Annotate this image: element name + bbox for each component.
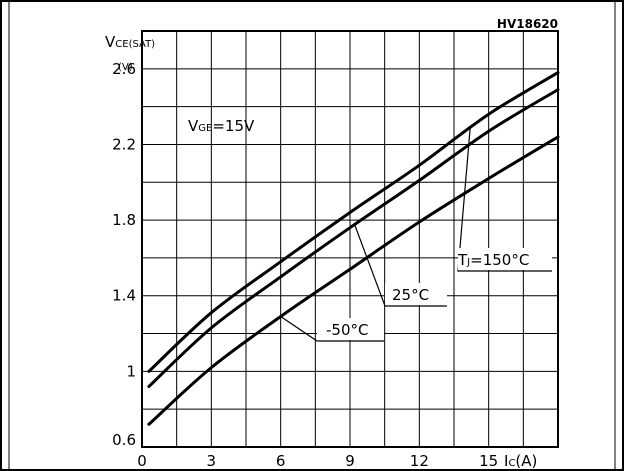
condition-main: V	[188, 117, 199, 135]
grid	[142, 31, 558, 447]
condition-annotation: VGE=15V	[188, 117, 255, 135]
y-tick-label: 1.8	[112, 211, 136, 229]
y-axis-label: VCE(SAT)	[105, 33, 155, 51]
series-labels: TJ=150°C 25°C -50°C	[317, 248, 552, 340]
series-line-0	[147, 71, 560, 373]
x-axis-unit: (A)	[515, 452, 537, 470]
y-axis-unit: (V)	[118, 62, 133, 73]
series-label-2: -50°C	[326, 321, 368, 339]
series-leader-2	[280, 316, 384, 342]
x-tick-label: 3	[207, 452, 217, 470]
x-axis-label-main: I	[504, 452, 508, 470]
series-label-main: 25°C	[392, 286, 429, 304]
y-tick-labels: 0.6 1 1.4 1.8 2.2 2.6	[112, 60, 136, 449]
series-leader-0	[457, 127, 552, 272]
series-label-plate-2	[317, 318, 384, 340]
plot-area-border	[141, 30, 559, 448]
series-label-main: T	[457, 251, 468, 269]
y-tick-label: 0.6	[112, 431, 136, 449]
y-axis-label-main: V	[105, 33, 116, 51]
x-tick-label: 6	[276, 452, 286, 470]
series-group	[147, 71, 560, 426]
y-tick-label: 1	[126, 362, 136, 380]
x-tick-label: 0	[137, 452, 147, 470]
x-axis-label: IC(A)	[504, 452, 537, 470]
y-tick-label: 2.6	[112, 60, 136, 78]
figure-code: HV18620	[497, 17, 558, 31]
series-label-1: 25°C	[392, 286, 429, 304]
condition-sub: GE	[198, 123, 212, 134]
series-label-plate-0	[458, 248, 552, 270]
x-tick-label: 9	[345, 452, 355, 470]
series-label-0: TJ=150°C	[457, 251, 529, 269]
series-leaders	[280, 127, 552, 342]
series-label-plate-1	[385, 283, 447, 305]
x-tick-labels: 0 3 6 9 12 15	[137, 452, 498, 470]
x-tick-label: 12	[410, 452, 429, 470]
series-leader-1	[354, 224, 447, 307]
series-label-rest: =150°C	[470, 251, 529, 269]
x-tick-label: 15	[479, 452, 498, 470]
x-axis-label-sub: C	[508, 458, 515, 469]
condition-rest: =15V	[212, 117, 255, 135]
y-tick-label: 2.2	[112, 135, 136, 153]
series-line-1	[147, 88, 560, 388]
series-label-main: -50°C	[326, 321, 368, 339]
y-axis-label-sub: CE(SAT)	[115, 39, 155, 50]
series-line-2	[147, 135, 560, 426]
y-tick-label: 1.4	[112, 287, 136, 305]
series-label-sub: J	[466, 257, 470, 268]
